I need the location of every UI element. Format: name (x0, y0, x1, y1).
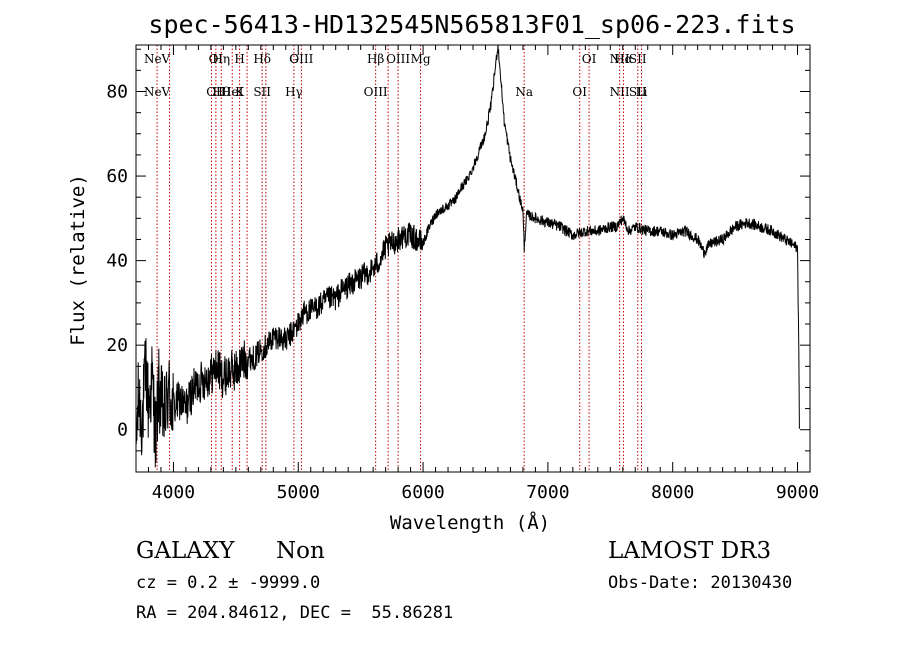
line-marker-label: NeV (144, 85, 171, 99)
y-axis-label: Flux (relative) (67, 174, 89, 346)
line-marker-label: HeI (221, 85, 244, 99)
line-marker-label: NeV (144, 52, 171, 66)
line-marker-label: Hη (212, 52, 230, 66)
plot-frame (135, 44, 811, 473)
y-tick-label: 20 (106, 335, 128, 356)
line-marker-label: NII (610, 85, 630, 99)
y-tick-label: 60 (106, 166, 128, 187)
obs-date: Obs-Date: 20130430 (608, 573, 793, 593)
line-marker-label: SII (629, 85, 647, 99)
x-axis-label: Wavelength (Å) (390, 511, 550, 534)
line-marker-label: Mg (411, 52, 431, 66)
axes: 4000 5000 6000 7000 8000 9000 0 20 40 60 80 (106, 45, 819, 503)
x-tick-label: 5000 (277, 482, 320, 503)
survey-name: LAMOST DR3 (608, 538, 772, 564)
line-marker-label: OIII (289, 52, 313, 66)
coordinates-readout: RA = 204.84612, DEC = 55.86281 (136, 603, 454, 623)
line-marker-label: OIII (386, 52, 410, 66)
x-tick-label: 8000 (651, 482, 694, 503)
line-marker-label: Na (515, 85, 533, 99)
y-tick-label: 40 (106, 251, 128, 272)
y-tick-label: 0 (117, 420, 128, 441)
line-marker-label: OI (209, 52, 224, 66)
line-marker-label: OI (572, 85, 587, 99)
line-marker-label: G (289, 52, 299, 66)
line-marker-label: Hδ (253, 52, 271, 66)
line-marker-label: SII (253, 85, 271, 99)
line-marker-label: Hγ (285, 85, 303, 99)
line-marker-label: H (234, 52, 244, 66)
x-tick-label: 4000 (152, 482, 195, 503)
y-tick-label: 80 (106, 82, 128, 103)
chart-title: spec-56413-HD132545N565813F01_sp06-223.f… (148, 10, 795, 39)
line-marker-label: K (235, 85, 245, 99)
line-marker-label: Hθ (212, 85, 230, 99)
line-marker-label: Li (636, 85, 648, 99)
x-tick-label: 9000 (776, 482, 819, 503)
line-marker-label: Hα (614, 52, 633, 66)
line-marker-label: OIII (364, 85, 388, 99)
x-tick-label: 6000 (401, 482, 444, 503)
x-tick-label: 7000 (526, 482, 569, 503)
spectrum-line (135, 44, 800, 468)
line-marker-label: SII (629, 52, 647, 66)
object-class: GALAXY (136, 538, 235, 564)
line-marker-label: NII (610, 52, 630, 66)
object-subclass: Non (276, 538, 325, 564)
line-marker-label: OI (582, 52, 597, 66)
redshift-readout: cz = 0.2 ± -9999.0 (136, 573, 321, 593)
line-marker-label: Hβ (367, 52, 384, 66)
